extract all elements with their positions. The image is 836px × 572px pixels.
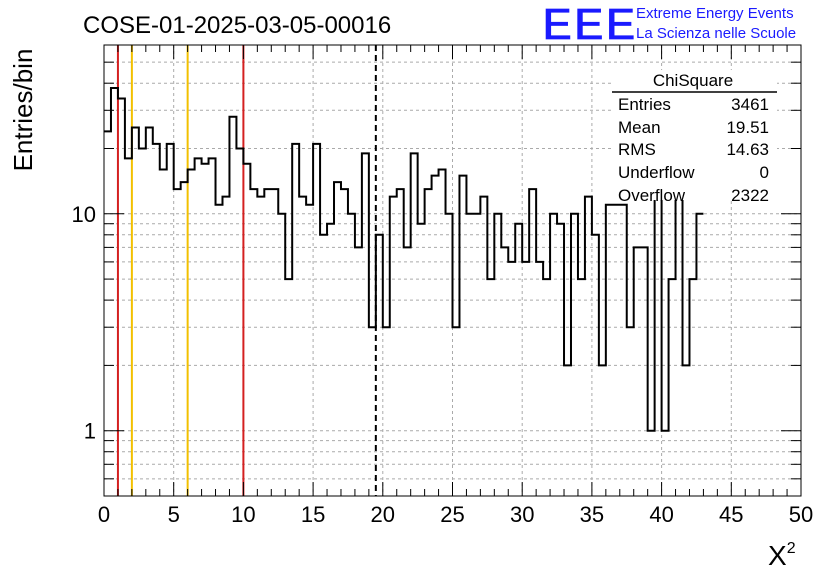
chart-title: COSE-01-2025-03-05-00016 — [83, 12, 391, 39]
stats-value-rms: 14.63 — [726, 140, 769, 159]
x-tick-label: 15 — [301, 502, 325, 527]
x-tick-label: 0 — [98, 502, 110, 527]
reference-lines — [116, 45, 377, 496]
stats-label-entries: Entries — [618, 95, 671, 114]
x-tick-label: 25 — [440, 502, 464, 527]
stats-box: ChiSquare Entries 3461 Mean 19.51 RMS 14… — [612, 70, 777, 205]
stats-label-rms: RMS — [618, 140, 656, 159]
y-axis-label: Entries/bin — [8, 49, 38, 172]
logo-mark: EEE — [542, 0, 637, 50]
logo-line-2: La Scienza nelle Scuole — [636, 25, 796, 42]
x-tick-label: 10 — [231, 502, 255, 527]
axis-ticks — [103, 44, 802, 497]
y-tick-label: 1 — [84, 419, 96, 444]
x-tick-label: 45 — [719, 502, 743, 527]
x-axis-label-superscript: 2 — [787, 540, 796, 557]
x-tick-label: 20 — [371, 502, 395, 527]
logo-line-1: Extreme Energy Events — [636, 5, 794, 22]
x-axis-label-base: X — [768, 540, 787, 571]
stats-value-mean: 19.51 — [726, 118, 769, 137]
stats-value-entries: 3461 — [731, 95, 769, 114]
x-tick-label: 5 — [168, 502, 180, 527]
x-tick-label: 40 — [649, 502, 673, 527]
stats-label-mean: Mean — [618, 118, 661, 137]
x-tick-label: 35 — [580, 502, 604, 527]
stats-title: ChiSquare — [653, 71, 733, 90]
eee-logo: EEE Extreme Energy Events La Scienza nel… — [541, 0, 796, 51]
stats-label-overflow: Overflow — [618, 186, 686, 205]
stats-value-overflow: 2322 — [731, 186, 769, 205]
x-axis-label: X2 — [768, 540, 796, 571]
x-tick-label: 30 — [510, 502, 534, 527]
x-tick-label: 50 — [789, 502, 813, 527]
stats-value-underflow: 0 — [760, 163, 769, 182]
y-tick-label: 10 — [72, 202, 96, 227]
axis-tick-labels: 0 5 10 15 20 25 30 35 40 45 50 1 10 — [72, 202, 814, 527]
stats-label-underflow: Underflow — [618, 163, 695, 182]
histogram-outline — [104, 87, 704, 432]
